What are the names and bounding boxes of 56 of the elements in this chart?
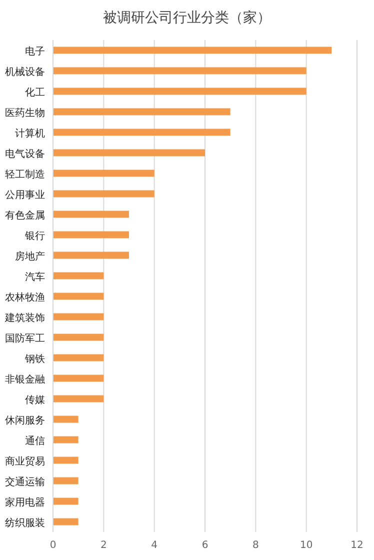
bar (53, 128, 230, 136)
x-tick-label: 0 (50, 540, 56, 551)
y-tick-label: 家用电器 (5, 496, 45, 508)
y-tick-label: 商业贸易 (5, 455, 45, 468)
chart-title: 被调研公司行业分类（家） (103, 10, 271, 26)
bar (53, 108, 230, 116)
y-tick-label: 电子 (25, 45, 45, 58)
bar (53, 334, 104, 341)
y-tick-label: 钢铁 (24, 352, 45, 365)
x-tick-label: 6 (202, 540, 208, 551)
bar (53, 149, 205, 156)
y-tick-label: 休闲服务 (5, 414, 45, 426)
bar (53, 498, 78, 505)
y-tick-label: 机械设备 (5, 66, 45, 78)
bar (53, 354, 104, 362)
bar (53, 190, 154, 198)
y-tick-label: 计算机 (15, 127, 45, 140)
y-tick-label: 医药生物 (5, 106, 45, 119)
y-tick-label: 电气设备 (5, 148, 45, 160)
y-tick-label: 交通运输 (5, 476, 45, 488)
y-tick-label: 纺织服装 (5, 516, 45, 529)
bar (53, 272, 104, 280)
bar (53, 67, 306, 74)
bar (53, 436, 78, 444)
y-tick-label: 银行 (24, 230, 45, 242)
x-tick-label: 4 (151, 540, 158, 551)
bar (53, 477, 78, 484)
x-tick-label: 12 (350, 540, 364, 551)
bar (53, 456, 78, 464)
y-tick-label: 建筑装饰 (4, 312, 45, 324)
bar (53, 416, 78, 423)
y-tick-label: 有色金属 (5, 209, 45, 222)
y-tick-label: 化工 (25, 86, 45, 98)
y-tick-label: 公用事业 (5, 188, 45, 201)
y-tick-label: 非银金融 (5, 373, 45, 386)
y-tick-label: 农林牧渔 (5, 291, 45, 304)
y-tick-label: 轻工制造 (5, 168, 45, 180)
bar (53, 313, 104, 320)
y-tick-label: 通信 (25, 434, 45, 447)
bar (53, 374, 104, 382)
bar (53, 252, 129, 259)
bar (53, 88, 306, 95)
bar (53, 231, 129, 238)
y-tick-label: 传媒 (25, 394, 45, 406)
bar (53, 46, 332, 54)
y-tick-label: 国防军工 (5, 332, 45, 344)
bar (53, 170, 154, 177)
x-tick-label: 8 (252, 540, 259, 551)
y-tick-label: 房地产 (15, 250, 45, 262)
x-tick-label: 2 (100, 540, 107, 551)
x-tick-label: 10 (300, 540, 313, 551)
bar (53, 518, 78, 526)
bar (53, 292, 104, 300)
y-tick-label: 汽车 (25, 270, 45, 283)
bar (53, 395, 104, 402)
bar (53, 210, 129, 218)
